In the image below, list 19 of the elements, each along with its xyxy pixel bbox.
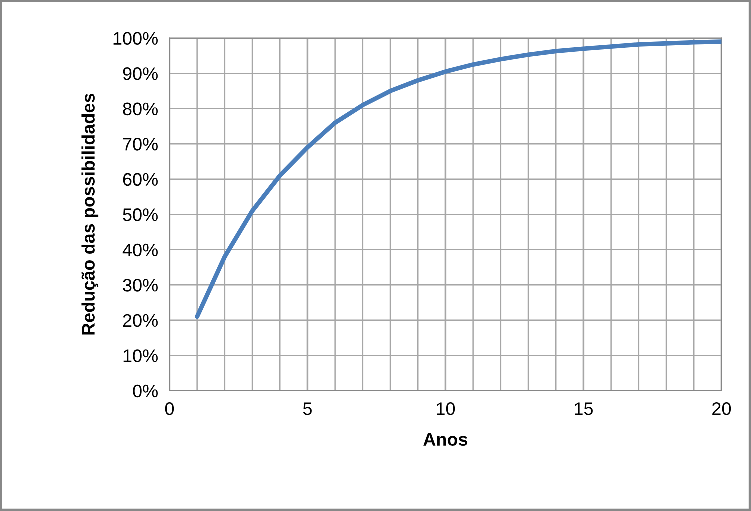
y-tick-label: 0% [133, 384, 158, 398]
y-tick-label: 60% [123, 173, 158, 186]
y-tick-label: 50% [123, 208, 158, 222]
y-axis-title: Redução das possibilidades [82, 94, 99, 335]
x-tick-label: 10 [437, 402, 456, 416]
x-tick-label: 20 [712, 402, 732, 416]
y-tick-label: 20% [123, 314, 158, 328]
y-tick-label: 40% [122, 244, 158, 257]
y-tick-label: 80% [123, 102, 158, 116]
y-tick-label: 100% [114, 32, 158, 46]
x-axis-title: Anos [424, 433, 468, 446]
x-tick-label: 0 [165, 402, 174, 416]
y-tick-label: 30% [123, 279, 158, 292]
line-series [195, 40, 722, 320]
x-tick-label: 5 [303, 402, 312, 416]
y-tick-label: 10% [124, 350, 158, 362]
y-tick-label: 70% [123, 138, 158, 151]
x-tick-label: 15 [575, 402, 593, 416]
y-tick-label: 90% [123, 68, 158, 80]
